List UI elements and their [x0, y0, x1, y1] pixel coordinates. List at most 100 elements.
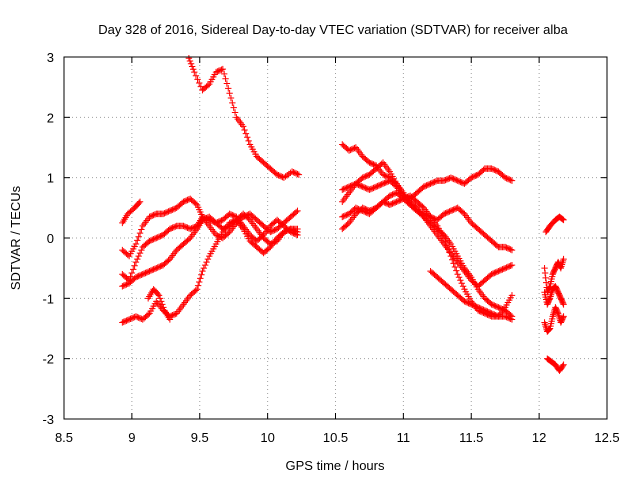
data-point: [151, 211, 159, 218]
data-point: [168, 207, 175, 214]
data-point: [560, 313, 567, 320]
data-point: [138, 271, 145, 279]
data-point: [428, 214, 436, 221]
y-axis-label: SDTVAR / TECUs: [8, 185, 23, 290]
data-point: [440, 210, 448, 218]
data-point: [351, 144, 358, 152]
data-point: [343, 184, 350, 192]
data-point: [227, 219, 235, 226]
data-point: [560, 216, 567, 224]
data-point: [166, 316, 174, 323]
data-point: [138, 226, 145, 233]
x-axis-label: GPS time / hours: [286, 458, 385, 473]
data-point: [396, 197, 403, 204]
data-point: [245, 215, 252, 222]
series-s10: [339, 159, 516, 320]
data-point: [136, 249, 144, 257]
data-point: [421, 182, 429, 190]
data-point: [170, 205, 178, 213]
data-point: [204, 214, 212, 221]
data-point: [431, 178, 438, 186]
data-point: [506, 245, 513, 253]
data-point: [271, 226, 278, 234]
data-point: [155, 263, 163, 271]
data-point: [496, 304, 503, 312]
data-point: [488, 165, 495, 172]
data-point: [559, 362, 566, 370]
data-point: [492, 167, 499, 174]
data-point: [477, 305, 484, 312]
data-point: [223, 80, 231, 87]
data-point: [442, 176, 449, 184]
data-point: [150, 236, 157, 243]
data-point: [360, 173, 368, 181]
data-point: [461, 298, 468, 305]
data-point: [192, 200, 199, 207]
data-point: [419, 203, 426, 210]
x-tick-label: 11: [397, 430, 411, 445]
data-point: [196, 278, 203, 286]
data-point: [417, 209, 425, 216]
series-s16: [541, 283, 567, 308]
data-point: [432, 178, 440, 185]
data-point: [132, 258, 140, 266]
data-point: [231, 109, 239, 116]
data-point: [135, 233, 142, 240]
data-point: [135, 272, 142, 280]
data-point: [186, 57, 194, 65]
data-point: [162, 209, 170, 216]
data-point: [453, 176, 460, 184]
data-point: [159, 301, 166, 308]
data-point: [341, 212, 349, 219]
data-point: [227, 94, 235, 102]
grid-layer: [64, 57, 607, 419]
data-point: [198, 271, 205, 279]
data-point: [492, 312, 499, 319]
data-point: [147, 237, 155, 244]
data-point: [489, 166, 497, 173]
y-tick-label: 2: [47, 110, 54, 125]
data-point: [459, 209, 467, 216]
data-point: [451, 263, 459, 271]
data-point: [242, 130, 250, 137]
data-point: [415, 208, 422, 215]
data-point: [542, 274, 549, 282]
data-point: [359, 183, 366, 190]
data-point: [359, 174, 366, 181]
data-point: [368, 160, 376, 167]
data-point: [474, 304, 482, 311]
data-point: [497, 266, 505, 274]
data-point: [161, 210, 168, 217]
data-point: [124, 316, 132, 324]
data-point: [127, 315, 134, 323]
data-point: [378, 181, 385, 188]
data-point: [478, 305, 486, 313]
data-point: [559, 216, 566, 223]
data-point: [468, 174, 475, 181]
data-point: [458, 280, 465, 287]
data-point: [507, 315, 514, 323]
data-point: [203, 258, 210, 266]
data-point: [226, 210, 233, 218]
data-point: [180, 222, 187, 230]
data-point: [348, 146, 355, 153]
data-point: [268, 228, 275, 235]
data-point: [170, 311, 178, 318]
data-point: [181, 197, 189, 205]
data-point: [188, 225, 195, 232]
data-point: [230, 212, 237, 219]
data-point: [185, 196, 193, 203]
data-point: [419, 210, 426, 217]
data-point: [280, 228, 288, 236]
data-point: [392, 190, 399, 197]
data-point: [470, 173, 478, 180]
data-point: [450, 175, 457, 183]
data-point: [487, 309, 494, 317]
data-point: [341, 185, 349, 192]
data-point: [204, 255, 212, 263]
data-point: [124, 251, 132, 259]
data-point: [144, 268, 152, 275]
data-point: [225, 85, 232, 92]
data-point: [134, 255, 141, 263]
